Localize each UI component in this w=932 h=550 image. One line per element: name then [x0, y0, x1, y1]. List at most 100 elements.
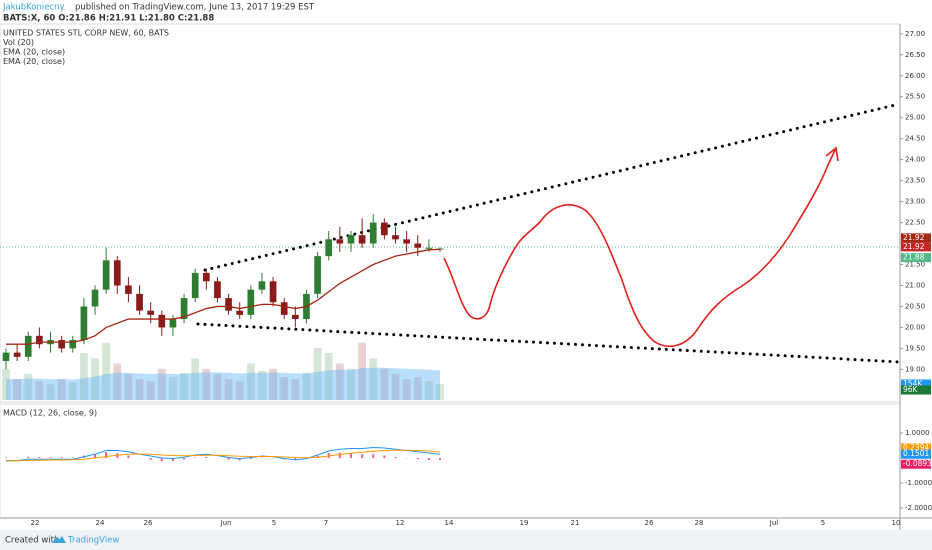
- price-tag: [901, 242, 931, 252]
- volume-bar: [102, 342, 111, 400]
- y-tick-label: 21.50: [905, 261, 925, 269]
- signal-line: [5, 449, 441, 462]
- published: published on TradingView.com, June 13, 2…: [75, 3, 315, 13]
- candle-body: [136, 293, 143, 311]
- macd-title: MACD (12, 26, close, 9): [3, 409, 97, 418]
- candle-body: [425, 247, 433, 249]
- volume-bar: [35, 381, 44, 400]
- macd-histogram-bar: [361, 454, 364, 458]
- volume-bar: [291, 379, 300, 400]
- volume-bar: [369, 358, 378, 400]
- author[interactable]: JakubKoniecny: [2, 3, 65, 13]
- volume-bar: [57, 379, 66, 400]
- volume-ma-area: [6, 367, 440, 400]
- candle-body: [191, 272, 199, 299]
- candle-body: [314, 256, 321, 294]
- volume-bar: [402, 379, 411, 400]
- candle-body: [225, 298, 232, 311]
- symbol-line: BATS:X, 60 O:21.86 H:21.91 L:21.80 C:21.…: [3, 14, 214, 24]
- price-tag-label: 21.92: [903, 233, 925, 242]
- y-tick-label: 26.00: [905, 72, 925, 80]
- candle-body: [291, 314, 299, 320]
- volume-bar: [46, 384, 55, 400]
- macd-tag: [901, 443, 931, 453]
- macd-histogram-bar: [260, 457, 263, 458]
- macd-tag-label: 0.2394: [903, 443, 929, 452]
- volume-bar: [224, 379, 233, 400]
- candle-body: [13, 352, 21, 357]
- price-tag: [901, 253, 931, 263]
- macd-y-tick-label: -1.0000: [905, 479, 932, 487]
- macd-histogram-bar: [94, 454, 97, 458]
- footer-brand[interactable]: TradingView: [67, 536, 119, 546]
- macd-histogram-bar: [372, 454, 375, 458]
- volume-bar: [213, 373, 222, 400]
- volume-bar: [380, 368, 389, 400]
- candle-body: [280, 302, 288, 315]
- y-tick-label: 21.00: [905, 281, 925, 289]
- volume-tag-label: 96K: [903, 385, 919, 394]
- macd-histogram-bar: [127, 455, 130, 458]
- candle-body: [392, 235, 399, 240]
- volume-bar: [313, 347, 322, 400]
- volume-bar: [258, 370, 266, 400]
- macd-histogram-bar: [27, 456, 30, 458]
- volume-bar: [235, 381, 244, 400]
- macd-histogram-bar: [427, 458, 430, 460]
- macd-histogram-bar: [171, 458, 174, 461]
- macd-histogram-bar: [338, 452, 341, 458]
- upper-trendline: [203, 103, 897, 272]
- candle-body: [24, 335, 32, 357]
- candle-body: [36, 335, 43, 345]
- macd-line: [6, 446, 441, 461]
- macd-y-tick-label: -2.0000: [905, 504, 932, 512]
- candle-body: [180, 298, 188, 320]
- candle-body: [347, 235, 355, 244]
- macd-histogram-bar: [349, 453, 352, 458]
- forecast-curve: [443, 149, 836, 347]
- macd-histogram-bar: [194, 457, 197, 458]
- candle-body: [403, 239, 410, 244]
- volume-bar: [436, 383, 444, 400]
- macd-histogram-bar: [383, 455, 386, 458]
- volume-bar: [2, 368, 10, 400]
- macd-histogram-bar: [60, 457, 63, 458]
- volume-bar: [280, 377, 289, 400]
- y-tick-label: 22.50: [905, 219, 925, 227]
- volume-bar: [180, 372, 188, 400]
- volume-bar: [391, 373, 400, 400]
- volume-bar: [191, 358, 200, 400]
- x-tick-label: 26: [645, 519, 654, 527]
- volume-bar: [135, 379, 144, 400]
- macd-histogram-bar: [439, 458, 441, 461]
- legend-entry: EMA (20, close): [3, 48, 65, 57]
- y-tick-label: 20.00: [905, 323, 925, 331]
- volume-bar: [91, 358, 99, 400]
- macd-histogram-bar: [71, 457, 74, 458]
- y-tick-label: 23.00: [905, 198, 925, 206]
- candle-body: [147, 310, 155, 315]
- x-tick-label: 5: [272, 519, 276, 527]
- volume-bar: [358, 342, 366, 400]
- volume-bar: [324, 353, 333, 400]
- legend-entry: Vol (20): [3, 38, 34, 47]
- macd-histogram-bar: [49, 457, 52, 458]
- macd-histogram-bar: [5, 457, 7, 458]
- candle-body: [125, 285, 132, 294]
- volume-bar: [335, 363, 344, 400]
- volume-bar: [80, 353, 88, 400]
- volume-bar: [269, 368, 277, 400]
- candle-body: [336, 239, 344, 244]
- candle-body: [158, 314, 166, 328]
- x-tick-label: 5: [821, 519, 825, 527]
- footer-bar: [0, 530, 932, 550]
- volume-bar: [246, 363, 255, 400]
- candle-body: [91, 289, 99, 307]
- macd-tag-label: 0.1501: [903, 449, 929, 458]
- legend-entry: UNITED STATES STL CORP NEW, 60, BATS: [3, 29, 169, 38]
- volume-bar: [68, 382, 77, 400]
- volume-bar: [113, 363, 122, 400]
- volume-bar: [413, 377, 422, 400]
- macd-histogram-bar: [149, 458, 152, 460]
- candle-body: [202, 272, 210, 282]
